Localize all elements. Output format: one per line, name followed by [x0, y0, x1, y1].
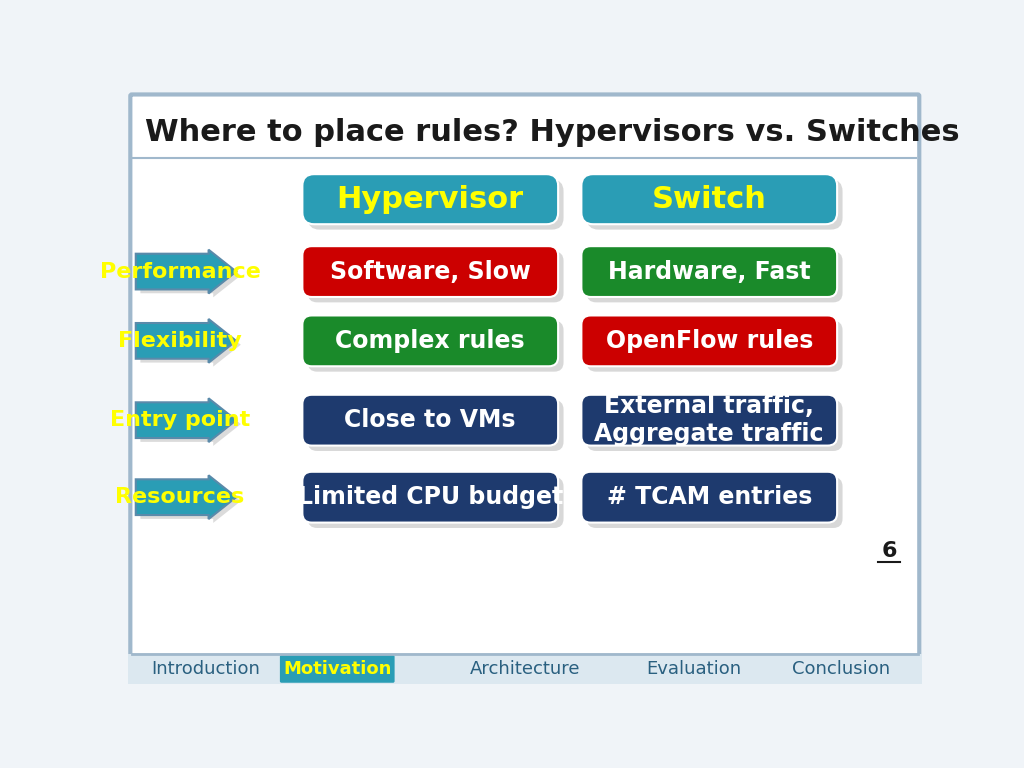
Text: Performance: Performance	[99, 262, 260, 282]
Text: Complex rules: Complex rules	[336, 329, 525, 353]
FancyArrow shape	[140, 479, 241, 523]
FancyBboxPatch shape	[128, 654, 922, 684]
FancyBboxPatch shape	[302, 174, 558, 224]
FancyBboxPatch shape	[302, 395, 558, 445]
FancyArrow shape	[136, 250, 237, 293]
FancyBboxPatch shape	[587, 477, 843, 528]
FancyBboxPatch shape	[308, 400, 563, 451]
FancyBboxPatch shape	[280, 655, 394, 683]
FancyBboxPatch shape	[587, 400, 843, 451]
FancyBboxPatch shape	[582, 174, 838, 224]
Text: Close to VMs: Close to VMs	[344, 408, 516, 432]
Text: Hardware, Fast: Hardware, Fast	[608, 260, 811, 283]
Text: Evaluation: Evaluation	[646, 660, 741, 678]
Text: Motivation: Motivation	[283, 660, 391, 678]
FancyArrow shape	[136, 475, 237, 519]
Text: Conclusion: Conclusion	[792, 660, 890, 678]
FancyBboxPatch shape	[582, 247, 838, 297]
Text: 6: 6	[882, 541, 897, 561]
FancyBboxPatch shape	[308, 180, 563, 230]
FancyArrow shape	[136, 399, 237, 442]
FancyArrow shape	[140, 402, 241, 446]
FancyArrow shape	[140, 253, 241, 297]
Text: Introduction: Introduction	[152, 660, 260, 678]
FancyBboxPatch shape	[582, 395, 838, 445]
FancyBboxPatch shape	[587, 321, 843, 372]
Text: Switch: Switch	[652, 184, 767, 214]
Text: Architecture: Architecture	[470, 660, 580, 678]
FancyBboxPatch shape	[582, 472, 838, 522]
FancyBboxPatch shape	[308, 477, 563, 528]
Text: Software, Slow: Software, Slow	[330, 260, 530, 283]
FancyArrow shape	[140, 323, 241, 366]
Text: Limited CPU budget: Limited CPU budget	[298, 485, 563, 509]
FancyBboxPatch shape	[587, 180, 843, 230]
FancyBboxPatch shape	[130, 94, 920, 656]
Text: External traffic,
Aggregate traffic: External traffic, Aggregate traffic	[595, 394, 824, 446]
FancyBboxPatch shape	[302, 247, 558, 297]
FancyBboxPatch shape	[308, 252, 563, 303]
Text: Entry point: Entry point	[110, 410, 250, 430]
Text: Where to place rules? Hypervisors vs. Switches: Where to place rules? Hypervisors vs. Sw…	[145, 118, 959, 147]
Text: OpenFlow rules: OpenFlow rules	[605, 329, 813, 353]
Text: Hypervisor: Hypervisor	[337, 184, 524, 214]
Text: # TCAM entries: # TCAM entries	[606, 485, 812, 509]
FancyBboxPatch shape	[302, 472, 558, 522]
Text: Resources: Resources	[116, 487, 245, 507]
FancyBboxPatch shape	[582, 316, 838, 366]
FancyBboxPatch shape	[302, 316, 558, 366]
FancyBboxPatch shape	[587, 252, 843, 303]
Text: Flexibility: Flexibility	[118, 331, 242, 351]
FancyArrow shape	[136, 319, 237, 362]
FancyBboxPatch shape	[308, 321, 563, 372]
